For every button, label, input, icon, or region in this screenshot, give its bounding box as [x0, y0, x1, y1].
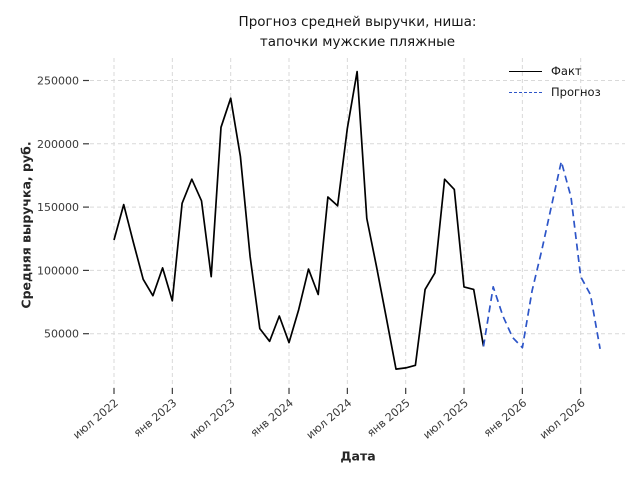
y-tick-label: 150000: [37, 201, 79, 214]
fact-line-swatch: [509, 70, 542, 72]
x-tick-label: янв 2025: [365, 396, 413, 439]
x-tick-label: янв 2023: [131, 396, 179, 439]
legend-item-fact: Факт: [509, 64, 601, 78]
x-axis-label: Дата: [340, 448, 376, 464]
y-tick-label: 200000: [37, 138, 79, 151]
y-axis-label: Средняя выручка, руб.: [18, 141, 34, 309]
y-tick-label: 100000: [37, 264, 79, 277]
legend-label-fact: Факт: [551, 64, 582, 78]
fact-line: [113, 70, 485, 370]
legend: Факт Прогноз: [509, 64, 601, 99]
x-tick-label: янв 2024: [248, 396, 296, 439]
legend-label-forecast: Прогноз: [551, 85, 601, 99]
x-tick-label: июл 2024: [304, 396, 354, 441]
legend-item-forecast: Прогноз: [509, 85, 601, 99]
chart-title: Прогноз средней выручки, ниша: тапочки м…: [238, 14, 477, 51]
x-tick-label: июл 2023: [187, 396, 237, 441]
x-tick-label: янв 2026: [481, 396, 529, 439]
y-tick-label: 50000: [44, 328, 79, 341]
y-tick-label: 250000: [37, 75, 79, 88]
forecast-line: [482, 160, 601, 350]
x-tick-label: июл 2026: [537, 396, 587, 441]
x-tick-label: июл 2022: [70, 396, 120, 441]
forecast-line-swatch: [509, 91, 542, 93]
x-tick-label: июл 2025: [421, 396, 471, 441]
